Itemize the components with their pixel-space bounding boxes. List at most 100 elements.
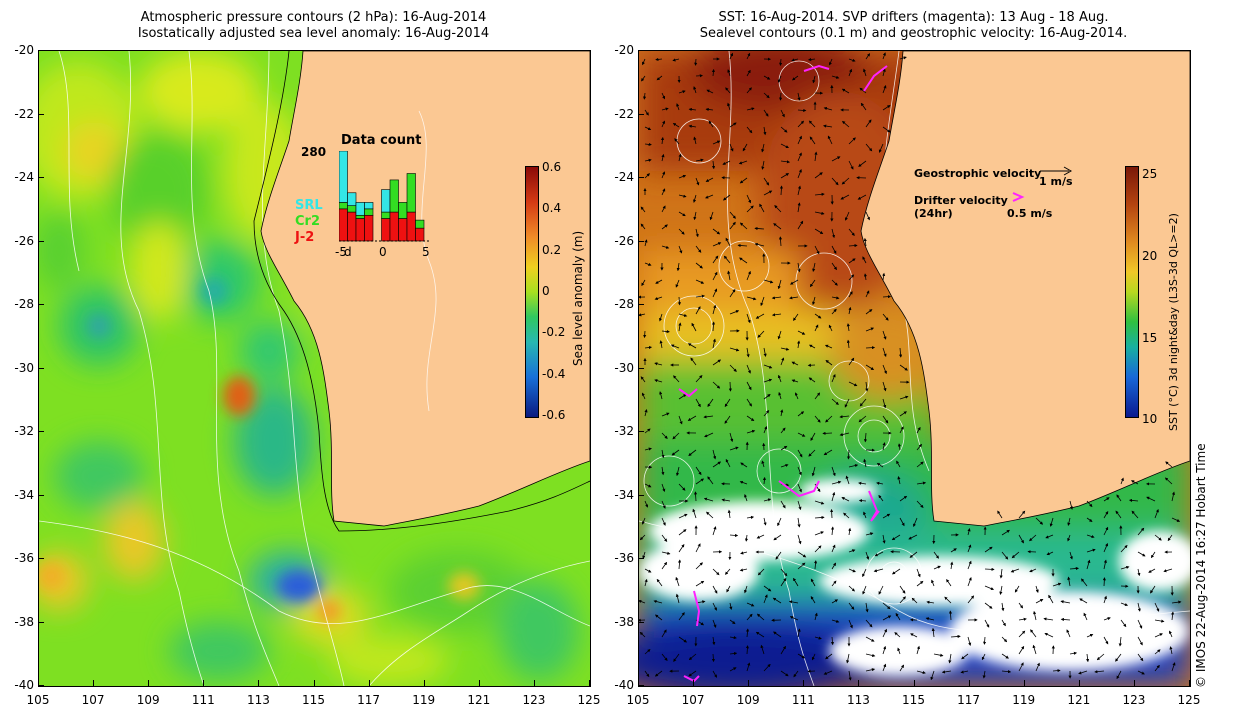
velocity-arrow: [643, 330, 647, 339]
velocity-arrow: [1115, 653, 1122, 662]
velocity-arrow: [661, 329, 670, 334]
drifter-label: Drifter velocity: [914, 194, 1008, 207]
velocity-arrow: [661, 551, 671, 555]
left-ytick--36: -36: [14, 551, 34, 565]
velocity-arrow: [810, 596, 816, 604]
left-ytick--32: -32: [14, 424, 34, 438]
velocity-arrow: [1086, 517, 1093, 522]
velocity-arrow: [1150, 585, 1156, 594]
velocity-arrow: [797, 169, 802, 179]
sea-level-anomaly-map[interactable]: Data count 280 -5 d 0 5 SRL Cr2 J-2 0.6 …: [38, 50, 591, 687]
sla-colorbar-label: Sea level anomaly (m): [571, 230, 585, 366]
velocity-arrow: [1146, 496, 1156, 502]
left-ytick--20: -20: [14, 43, 34, 57]
velocity-arrow: [746, 613, 753, 621]
velocity-arrow: [839, 415, 850, 419]
left-xtick-mark: [478, 680, 480, 686]
velocity-arrow: [1045, 534, 1054, 539]
velocity-arrow: [808, 377, 816, 383]
velocity-arrow: [712, 288, 718, 298]
bar-Cr2--5: [339, 202, 348, 210]
velocity-arrow: [831, 245, 837, 255]
velocity-arrow: [654, 379, 663, 383]
bar-J-2-2: [398, 218, 408, 242]
velocity-arrow: [661, 205, 666, 213]
velocity-arrow: [739, 568, 748, 572]
sst-cb-tick-15: 15: [1142, 331, 1158, 345]
bar-Cr2--4: [347, 205, 357, 213]
velocity-arrow: [814, 500, 825, 505]
velocity-arrow: [678, 194, 687, 198]
velocity-arrow: [810, 578, 816, 587]
velocity-arrow: [1018, 662, 1024, 672]
velocity-arrow: [882, 602, 891, 610]
sla-cb-tick-neg0.4: -0.4: [542, 367, 566, 381]
velocity-arrow: [874, 551, 884, 557]
velocity-arrow: [760, 296, 765, 307]
right-xtick-121: 121: [1067, 693, 1091, 707]
velocity-arrow: [825, 415, 833, 423]
velocity-arrow: [1168, 630, 1173, 638]
velocity-arrow: [737, 243, 748, 248]
velocity-arrow: [873, 568, 884, 573]
velocity-arrow: [797, 330, 806, 335]
velocity-arrow: [712, 338, 716, 349]
left-xtick-mark: [313, 680, 315, 686]
velocity-arrow: [712, 636, 716, 646]
velocity-arrow: [746, 205, 754, 213]
bar-SRL--2: [364, 202, 374, 210]
left-ytick-mark: [38, 494, 44, 496]
velocity-arrow: [865, 619, 873, 628]
australia-land-sst: [860, 51, 1190, 527]
velocity-arrow: [644, 142, 652, 147]
left-xtick-mark: [148, 680, 150, 686]
velocity-arrow: [1049, 517, 1054, 527]
velocity-arrow: [1120, 565, 1130, 570]
velocity-arrow: [763, 190, 773, 196]
velocity-arrow: [674, 138, 680, 145]
velocity-arrow: [1103, 595, 1107, 604]
bar-SRL--4: [347, 192, 357, 206]
left-title-line2: Isostatically adjusted sea level anomaly…: [137, 26, 490, 41]
velocity-arrow: [789, 296, 799, 300]
velocity-arrow: [673, 653, 680, 662]
velocity-arrow: [1066, 629, 1071, 638]
velocity-arrow: [814, 324, 819, 332]
left-xtick-115: 115: [302, 693, 325, 707]
velocity-arrow: [729, 667, 737, 672]
velocity-arrow: [703, 415, 714, 419]
velocity-arrow: [812, 75, 816, 84]
velocity-arrow: [693, 86, 697, 94]
velocity-arrow: [846, 323, 850, 332]
velocity-arrow: [745, 628, 750, 638]
sst-map-graphic: [639, 51, 1190, 686]
velocity-arrow: [729, 288, 736, 298]
velocity-arrow: [808, 57, 816, 62]
velocity-arrow: [642, 58, 646, 66]
velocity-arrow: [763, 92, 770, 99]
velocity-arrow: [654, 296, 663, 300]
velocity-arrow: [754, 242, 765, 247]
velocity-arrow: [831, 177, 839, 186]
velocity-arrow: [695, 158, 704, 162]
velocity-arrow: [813, 560, 818, 570]
right-ytick-mark: [638, 494, 644, 496]
velocity-arrow: [814, 612, 818, 621]
velocity-arrow: [1018, 617, 1027, 621]
velocity-arrow: [763, 177, 770, 186]
velocity-arrow: [746, 52, 751, 60]
velocity-arrow: [661, 517, 666, 526]
inset-max-label: 280: [301, 145, 327, 159]
velocity-arrow: [1120, 477, 1124, 485]
velocity-arrow: [661, 561, 668, 570]
sst-map[interactable]: Geostrophic velocity 1 m/s Drifter veloc…: [638, 50, 1191, 687]
velocity-arrow: [797, 152, 802, 162]
velocity-arrow: [941, 670, 952, 674]
velocity-arrow: [694, 58, 698, 66]
velocity-arrow: [828, 324, 833, 332]
velocity-arrow: [661, 224, 668, 230]
velocity-arrow: [967, 560, 972, 570]
velocity-arrow: [771, 313, 782, 317]
velocity-arrow: [865, 53, 871, 60]
velocity-arrow: [831, 562, 837, 570]
